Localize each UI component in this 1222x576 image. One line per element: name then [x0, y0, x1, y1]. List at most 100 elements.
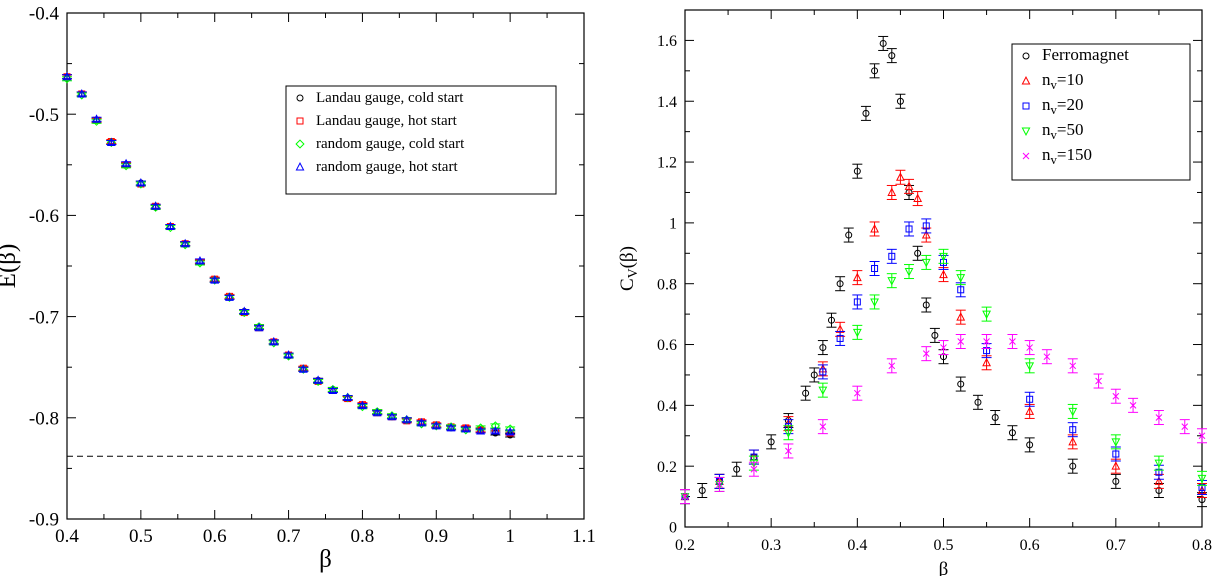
data-point	[716, 481, 723, 488]
legend-marker	[1021, 76, 1031, 85]
data-point	[785, 447, 792, 455]
legend-label-suffix: =50	[1057, 120, 1084, 139]
data-point	[1112, 392, 1120, 400]
legend-marker	[1022, 102, 1030, 110]
data-point	[165, 221, 175, 231]
data-point	[284, 350, 293, 359]
data-point	[818, 386, 828, 396]
data-point	[983, 338, 990, 345]
legend-box	[285, 85, 557, 195]
series-3	[62, 71, 516, 436]
data-point	[239, 306, 249, 316]
data-point	[845, 231, 853, 239]
data-point	[922, 301, 930, 309]
x-tick-label: 0.3	[761, 537, 781, 554]
data-point	[870, 298, 879, 307]
data-point	[417, 417, 426, 427]
data-point	[802, 389, 810, 397]
x-tick-label: 0.8	[1192, 537, 1212, 554]
data-point	[151, 202, 161, 212]
data-point	[888, 52, 896, 60]
data-point	[957, 338, 965, 345]
data-point	[982, 357, 992, 367]
data-point	[505, 426, 515, 436]
data-point	[1025, 406, 1035, 415]
y-tick-label: -0.7	[29, 307, 59, 328]
data-point	[921, 230, 931, 239]
legend-label-suffix: =20	[1057, 95, 1084, 114]
y-tick-label: 1.4	[657, 94, 677, 111]
data-point	[490, 425, 500, 435]
data-point	[991, 414, 999, 422]
data-point	[1026, 344, 1034, 351]
data-point	[871, 67, 879, 75]
legend-label: nv=150	[1042, 145, 1092, 167]
y-axis-label: CV(β)	[617, 246, 640, 291]
data-point	[862, 109, 870, 117]
legend-marker	[1022, 152, 1030, 160]
y-tick-label: 1	[669, 215, 677, 232]
data-point	[1026, 395, 1034, 403]
legend-box	[1011, 43, 1191, 181]
data-point	[1095, 377, 1102, 385]
data-point	[852, 328, 862, 338]
data-point	[77, 90, 87, 100]
y-tick-label: -0.8	[29, 408, 59, 429]
x-tick-label: 1.1	[572, 526, 596, 547]
y-tick-label: 0	[669, 520, 677, 537]
data-point	[136, 178, 146, 187]
y-tick-label: 1.6	[657, 33, 677, 50]
data-point	[121, 158, 131, 168]
data-point	[879, 39, 887, 47]
data-point	[151, 201, 161, 210]
legend-marker	[296, 94, 304, 102]
data-point	[372, 407, 382, 417]
data-point	[852, 272, 862, 282]
legend-marker	[295, 139, 305, 149]
legend-label-main: Landau gauge, hot start	[316, 113, 458, 129]
data-point	[224, 292, 235, 302]
data-point	[387, 411, 397, 421]
legend-marker	[296, 117, 304, 125]
data-point	[313, 376, 323, 386]
data-point	[106, 137, 116, 148]
data-point	[446, 422, 456, 432]
data-point	[298, 364, 308, 373]
data-point	[431, 420, 441, 430]
data-point	[853, 298, 861, 306]
data-point	[1068, 407, 1078, 417]
data-point	[940, 344, 947, 351]
y-tick-label: 0.2	[657, 459, 677, 476]
data-point	[1181, 423, 1189, 430]
data-point	[1155, 414, 1163, 421]
x-tick-label: 0.4	[847, 537, 867, 554]
x-tick-label: 1	[505, 526, 515, 547]
data-point	[476, 425, 486, 435]
data-point	[431, 421, 441, 431]
x-axis-label: β	[319, 546, 332, 573]
y-tick-label: -0.6	[29, 206, 59, 227]
data-point	[402, 414, 412, 424]
data-point	[974, 398, 982, 406]
data-point	[358, 400, 367, 410]
data-point	[225, 292, 234, 301]
y-tick-label: 0.6	[657, 337, 677, 354]
y-tick-label: 0.8	[657, 276, 677, 293]
data-point	[783, 429, 793, 438]
legend-label-main: random gauge, hot start	[316, 159, 458, 175]
x-tick-label: 0.8	[351, 526, 375, 547]
data-point	[922, 222, 930, 230]
data-point	[313, 375, 323, 384]
legend-label: Landau gauge, cold start	[316, 90, 464, 106]
series-1	[680, 169, 1207, 505]
data-point	[402, 415, 412, 425]
legend-label: nv=20	[1042, 95, 1083, 117]
data-point	[343, 392, 353, 403]
data-point	[62, 71, 72, 81]
x-tick-label: 0.7	[1106, 537, 1126, 554]
data-point	[956, 274, 966, 283]
legend-label: nv=50	[1042, 120, 1083, 142]
data-point	[836, 280, 844, 288]
data-point	[921, 258, 931, 268]
data-point	[836, 334, 844, 342]
